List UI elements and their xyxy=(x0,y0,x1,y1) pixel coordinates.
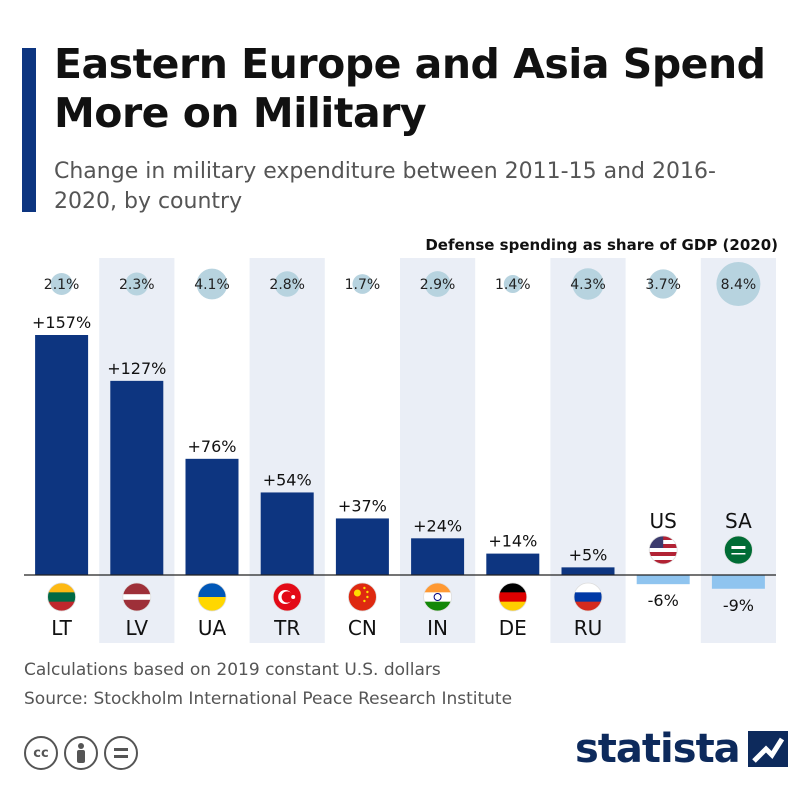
attribution-icon[interactable] xyxy=(64,736,98,770)
usa-flag-icon xyxy=(648,535,678,565)
gdp-label: 8.4% xyxy=(721,277,757,293)
gdp-bubble xyxy=(196,268,228,300)
value-label: +24% xyxy=(413,516,462,535)
russia-flag-icon xyxy=(573,582,603,612)
country-code: LV xyxy=(125,616,148,640)
column-stripe xyxy=(249,258,325,643)
country-code: CN xyxy=(348,616,377,640)
turkey-flag-icon xyxy=(272,582,302,612)
gdp-bubble xyxy=(125,272,149,296)
license-icons: cc xyxy=(24,736,138,770)
gdp-bubble xyxy=(648,269,678,299)
country-code: US xyxy=(650,509,677,533)
country-code: LT xyxy=(51,616,72,640)
statista-mark-icon xyxy=(747,731,788,767)
ukraine-flag-icon xyxy=(197,582,227,612)
country-code: DE xyxy=(499,616,527,640)
lithuania-flag-icon xyxy=(47,582,76,612)
value-label: +157% xyxy=(32,313,91,332)
bar-sa xyxy=(711,575,765,589)
gdp-bubble xyxy=(503,275,522,293)
cc-icon[interactable]: cc xyxy=(24,736,58,770)
country-code: TR xyxy=(273,616,300,640)
bar-chart: Defense spending as share of GDP (2020) 2… xyxy=(24,236,778,643)
gdp-label: 2.9% xyxy=(420,277,456,293)
country-code: IN xyxy=(427,616,448,640)
column-stripe xyxy=(400,258,476,643)
value-label: +37% xyxy=(338,496,387,515)
bar-de xyxy=(486,553,540,575)
chart-title: Eastern Europe and Asia Spend More on Mi… xyxy=(54,40,766,137)
bar-lv xyxy=(110,380,164,575)
gdp-label: 4.1% xyxy=(194,277,230,293)
statista-logo[interactable]: statista xyxy=(575,726,788,772)
bar-ua xyxy=(185,458,239,575)
bar-tr xyxy=(260,492,314,575)
bar-ru xyxy=(561,567,615,575)
saudi-arabia-flag-icon xyxy=(724,535,753,565)
source-note: Source: Stockholm International Peace Re… xyxy=(24,689,513,709)
gdp-label: 4.3% xyxy=(570,277,606,293)
latvia-flag-icon xyxy=(122,582,152,612)
country-code: RU xyxy=(574,616,603,640)
column-stripe xyxy=(550,258,626,643)
china-flag-icon xyxy=(347,582,377,612)
value-label: +5% xyxy=(569,545,608,564)
no-derivatives-icon[interactable] xyxy=(104,736,138,770)
gdp-bubble xyxy=(352,274,373,294)
gdp-label: 2.3% xyxy=(119,277,155,293)
value-label: +54% xyxy=(263,470,312,489)
gdp-bubble xyxy=(716,262,761,306)
bar-lt xyxy=(35,335,89,575)
gdp-label: 2.8% xyxy=(269,277,305,293)
title-accent-bar xyxy=(22,48,36,212)
gdp-label: 2.1% xyxy=(44,277,80,293)
country-code: UA xyxy=(198,616,227,640)
gdp-bubble xyxy=(424,271,451,297)
value-label: +76% xyxy=(188,437,237,456)
gdp-label: 3.7% xyxy=(645,277,681,293)
gdp-bubble xyxy=(274,271,300,297)
brand-name: statista xyxy=(575,726,741,772)
gdp-header: Defense spending as share of GDP (2020) xyxy=(425,236,778,254)
value-label: +14% xyxy=(488,532,537,551)
gdp-label: 1.7% xyxy=(345,277,381,293)
calculation-note: Calculations based on 2019 constant U.S.… xyxy=(24,660,441,680)
value-label: -9% xyxy=(723,596,754,615)
value-label: -6% xyxy=(648,591,679,610)
germany-flag-icon xyxy=(498,582,528,612)
bar-us xyxy=(636,575,690,585)
value-label: +127% xyxy=(107,359,166,378)
gdp-bubble xyxy=(572,268,604,300)
gdp-label: 1.4% xyxy=(495,277,531,293)
chart-subtitle: Change in military expenditure between 2… xyxy=(54,159,716,214)
india-flag-icon xyxy=(423,582,453,612)
bar-cn xyxy=(335,518,389,575)
gdp-bubble xyxy=(50,273,73,295)
bar-in xyxy=(411,538,465,575)
country-code: SA xyxy=(725,509,752,533)
